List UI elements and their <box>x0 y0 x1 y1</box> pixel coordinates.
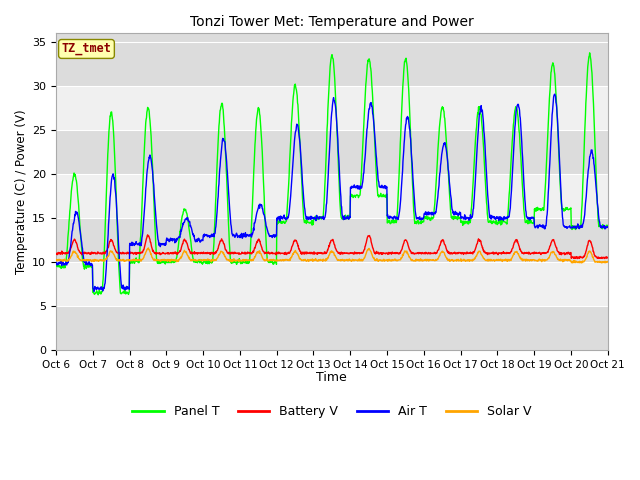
Bar <box>56 42 608 86</box>
Bar <box>56 262 608 306</box>
Legend: Panel T, Battery V, Air T, Solar V: Panel T, Battery V, Air T, Solar V <box>127 400 536 423</box>
Text: TZ_tmet: TZ_tmet <box>61 42 111 56</box>
Bar <box>56 174 608 218</box>
Bar <box>56 306 608 350</box>
Bar <box>56 130 608 174</box>
Bar <box>56 86 608 130</box>
X-axis label: Time: Time <box>316 371 348 384</box>
Bar <box>56 218 608 262</box>
Y-axis label: Temperature (C) / Power (V): Temperature (C) / Power (V) <box>15 109 28 274</box>
Title: Tonzi Tower Met: Temperature and Power: Tonzi Tower Met: Temperature and Power <box>190 15 474 29</box>
